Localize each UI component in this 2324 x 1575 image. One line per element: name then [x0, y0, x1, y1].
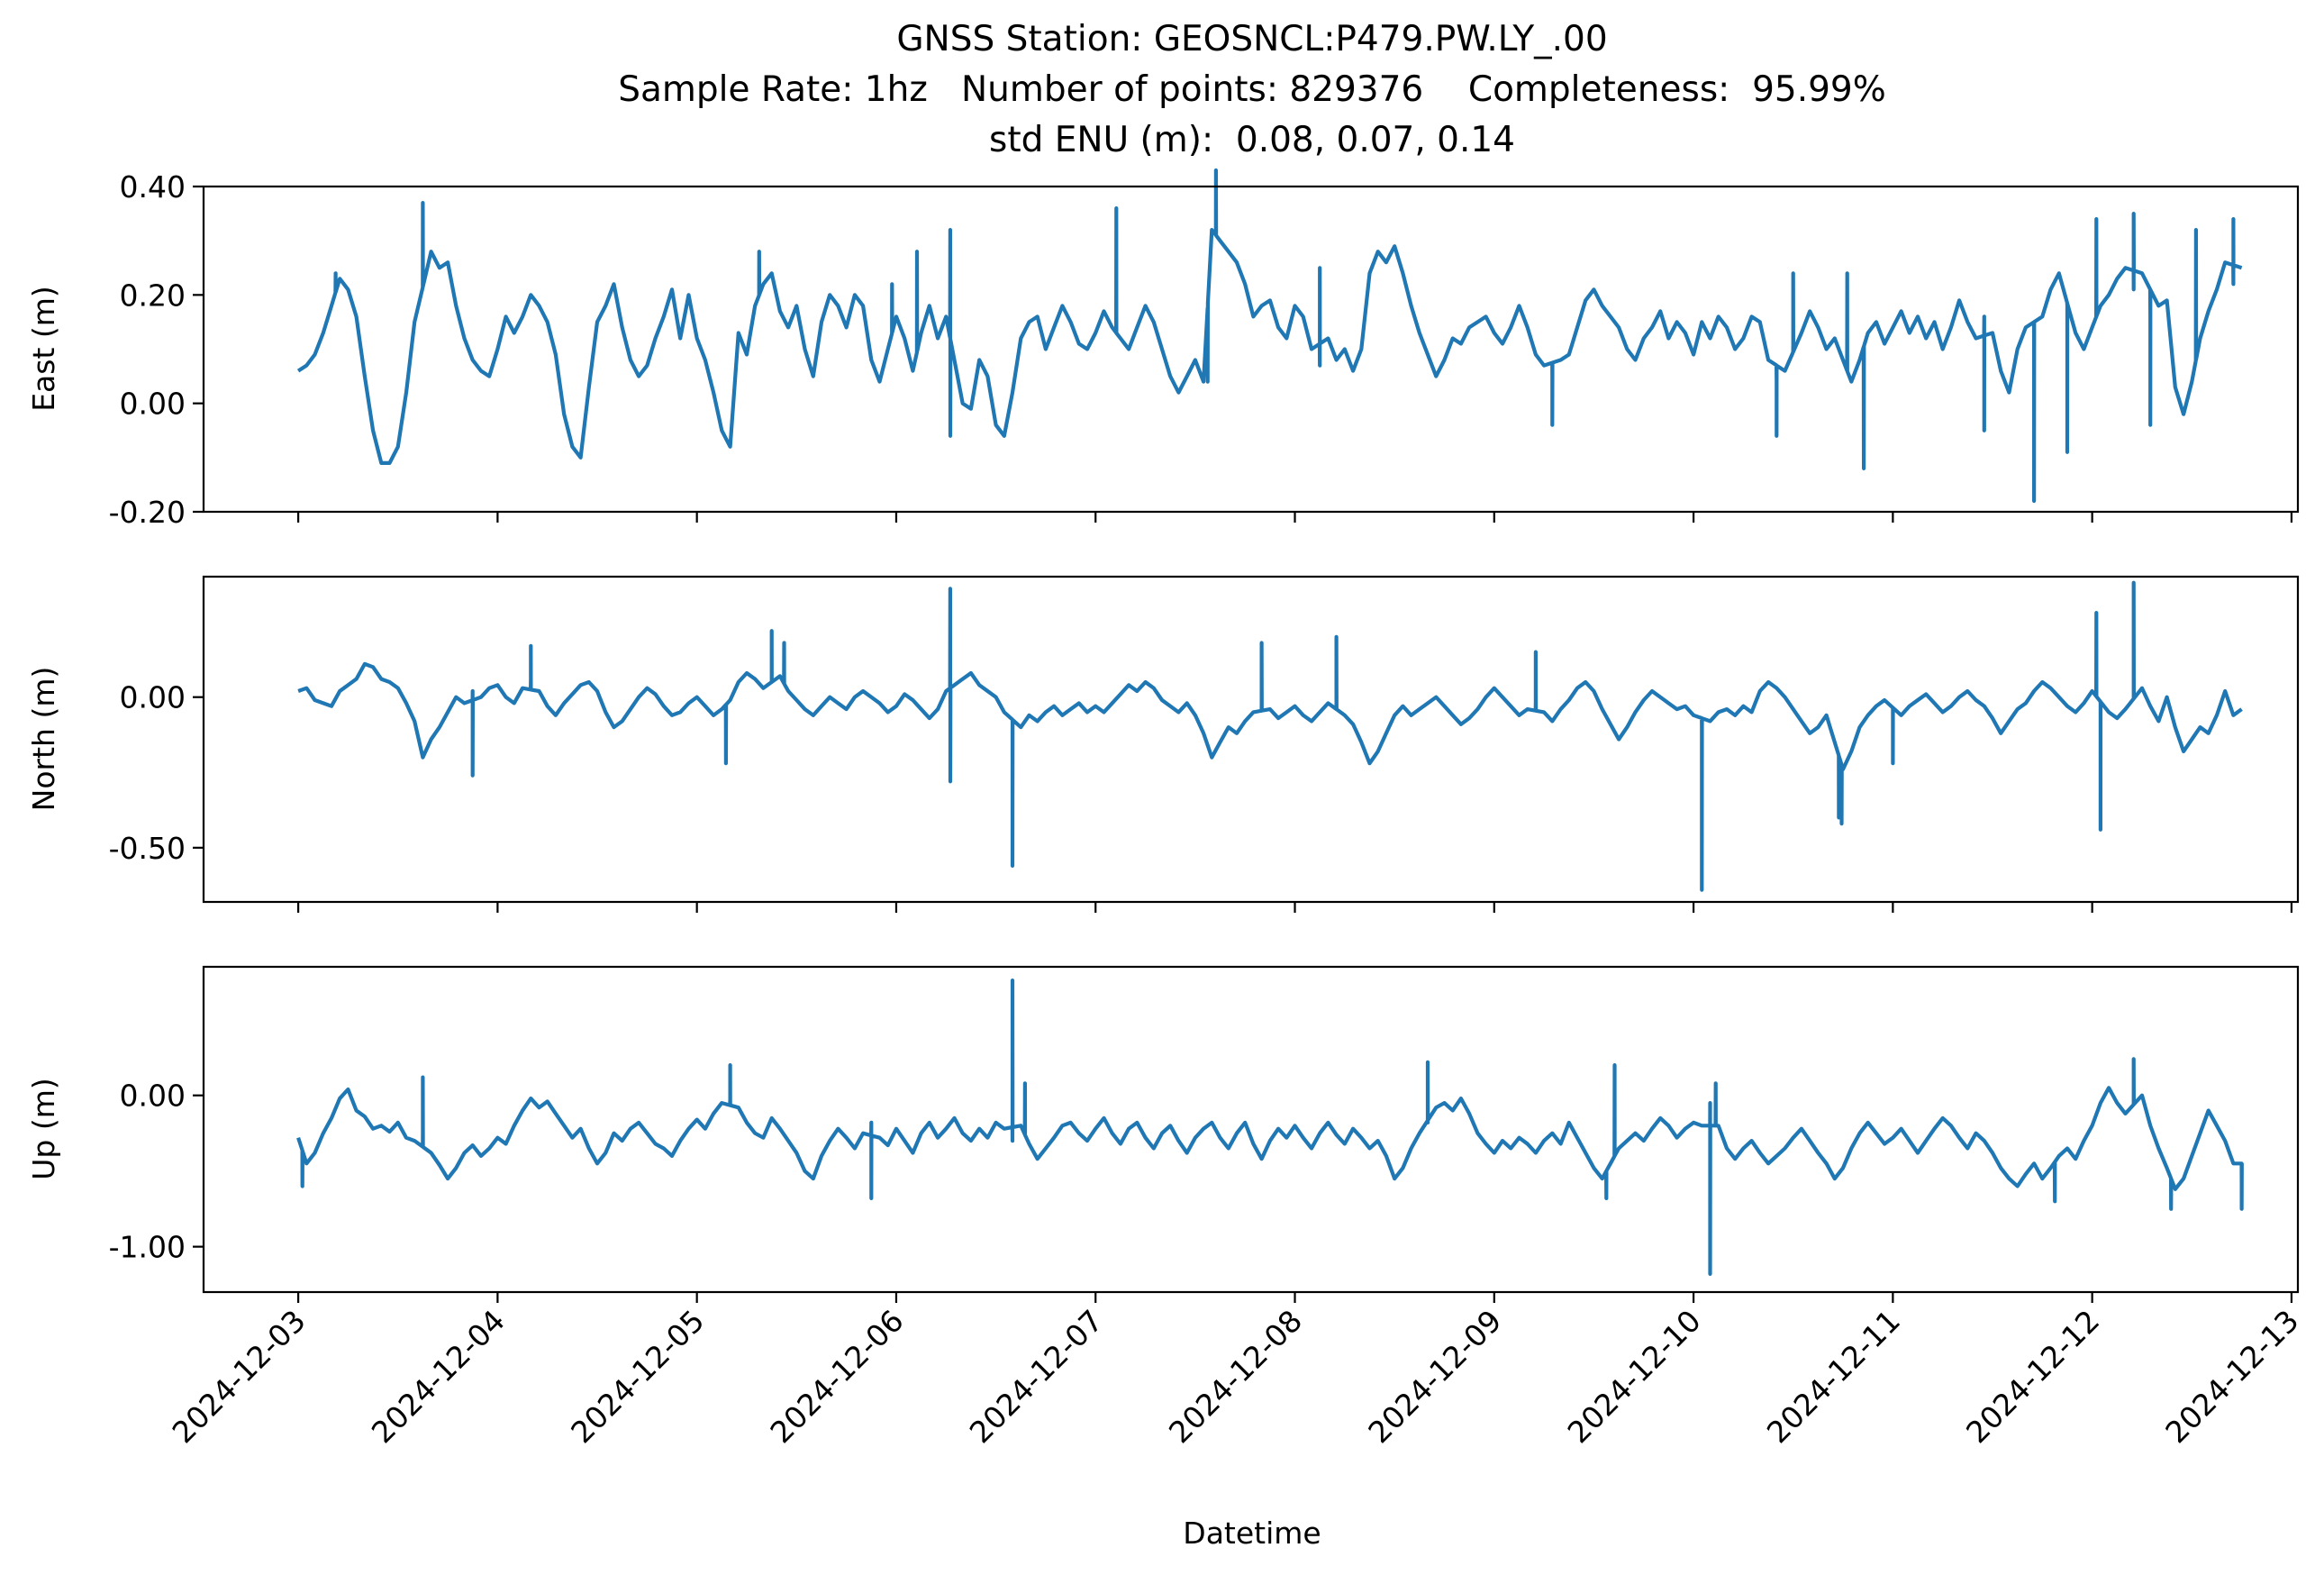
east-y-tick-label: 0.20 [120, 278, 186, 313]
title-line-2: Sample Rate: 1hz Number of points: 82937… [618, 69, 1886, 110]
up-series-layer [296, 979, 2244, 1276]
east-series-layer [296, 168, 2243, 504]
north-y-ticks: -0.50 0.00 [109, 680, 204, 866]
north-y-tick-label: 0.00 [120, 680, 186, 715]
up-y-tick-label: -1.00 [109, 1230, 186, 1265]
north-y-tick-label: -0.50 [109, 831, 186, 866]
east-y-tick-label: 0.40 [120, 169, 186, 205]
x-axis-label: Datetime [1183, 1516, 1321, 1551]
up-axes-frame [202, 965, 2300, 1294]
chart-title: GNSS Station: GEOSNCL:P479.PW.LY_.00 Sam… [618, 19, 1886, 160]
east-series-line [296, 168, 2243, 504]
up-series-line [296, 979, 2244, 1276]
up-x-ticks [297, 1292, 2293, 1303]
north-series-layer [297, 580, 2243, 892]
title-line-1: GNSS Station: GEOSNCL:P479.PW.LY_.00 [896, 19, 1607, 59]
up-y-tick-label: 0.00 [120, 1079, 186, 1114]
up-panel: -1.00 0.00 Up (m) [26, 965, 2300, 1303]
up-y-ticks: -1.00 0.00 [109, 1079, 204, 1265]
east-panel: -0.20 0.00 0.20 0.40 East (m) [26, 168, 2300, 530]
east-y-ticks: -0.20 0.00 0.20 0.40 [109, 169, 204, 530]
north-panel: -0.50 0.00 North (m) [26, 575, 2300, 913]
north-y-axis-label: North (m) [26, 667, 61, 812]
east-y-tick-label: -0.20 [109, 495, 186, 530]
title-line-3: std ENU (m): 0.08, 0.07, 0.14 [989, 120, 1515, 160]
east-y-axis-label: East (m) [26, 286, 61, 412]
north-x-ticks [297, 902, 2293, 913]
east-y-tick-label: 0.00 [120, 387, 186, 422]
north-axes-frame [202, 575, 2300, 904]
east-axes-frame [202, 185, 2300, 514]
up-y-axis-label: Up (m) [26, 1078, 61, 1180]
east-x-ticks [297, 512, 2293, 523]
north-series-line [297, 580, 2243, 892]
